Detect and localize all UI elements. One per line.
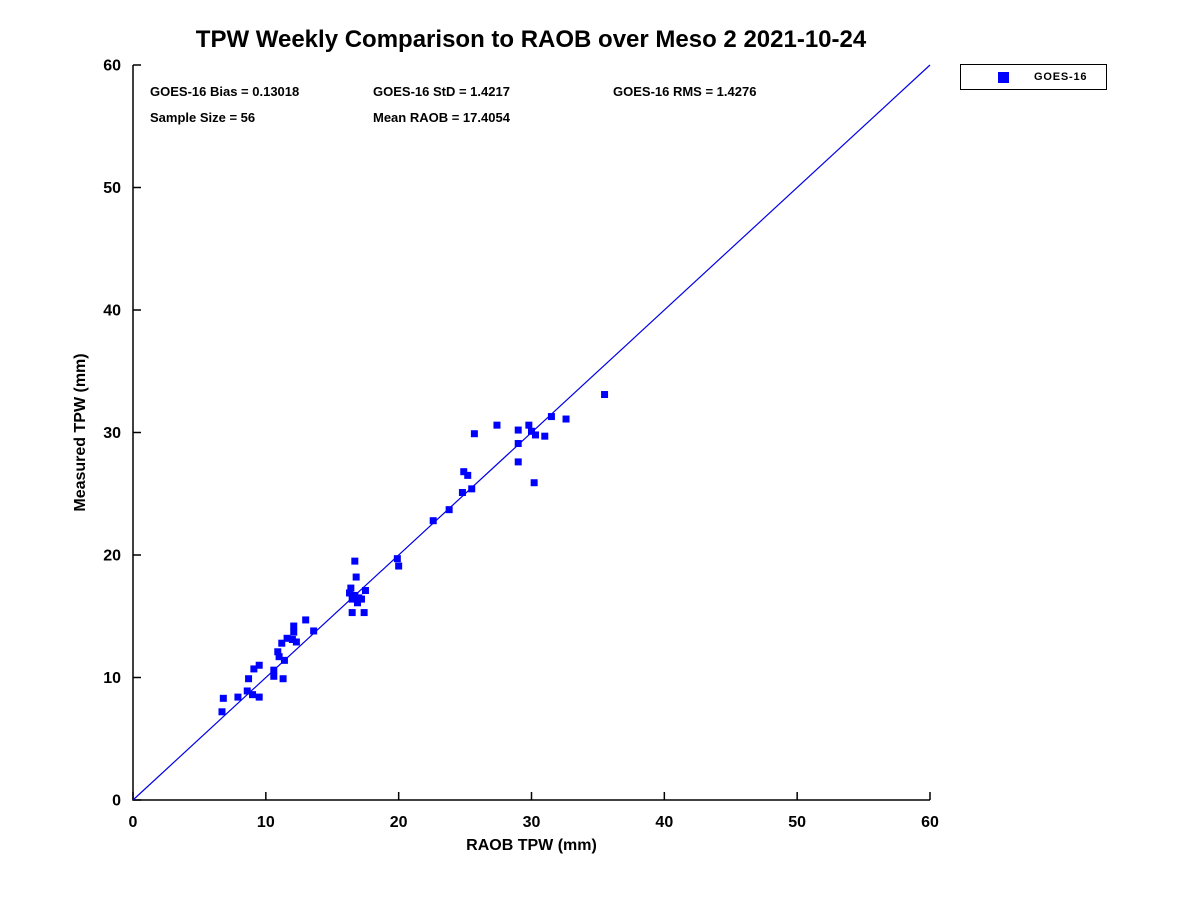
data-point bbox=[270, 666, 278, 674]
x-axis-title: RAOB TPW (mm) bbox=[466, 837, 597, 854]
data-point bbox=[393, 555, 401, 563]
data-point bbox=[351, 591, 359, 599]
data-point bbox=[290, 628, 298, 636]
chart-title: TPW Weekly Comparison to RAOB over Meso … bbox=[195, 26, 867, 53]
legend-label: GOES-16 bbox=[1034, 71, 1088, 83]
stat-mean-raob: Mean RAOB = 17.4054 bbox=[373, 110, 510, 125]
data-point bbox=[274, 648, 282, 656]
legend-marker-square-icon bbox=[998, 71, 1009, 83]
data-point bbox=[278, 639, 286, 647]
data-point bbox=[601, 391, 609, 399]
data-point bbox=[525, 421, 533, 429]
data-point bbox=[547, 413, 555, 421]
data-point bbox=[243, 687, 251, 695]
data-point bbox=[464, 471, 472, 479]
y-axis-title: Measured TPW (mm) bbox=[72, 353, 89, 511]
data-point bbox=[270, 672, 278, 680]
data-point bbox=[348, 595, 356, 603]
data-point bbox=[280, 656, 288, 664]
y-tick-label: 40 bbox=[103, 303, 121, 320]
data-point bbox=[361, 587, 369, 595]
y-tick-label: 10 bbox=[103, 670, 121, 687]
data-point bbox=[245, 675, 253, 683]
data-point bbox=[290, 622, 298, 630]
data-point bbox=[357, 595, 365, 603]
y-tick-label: 50 bbox=[103, 180, 121, 197]
data-point bbox=[470, 430, 478, 438]
data-point bbox=[460, 468, 468, 476]
data-point bbox=[255, 661, 263, 669]
y-tick-label: 0 bbox=[112, 793, 121, 810]
data-point bbox=[445, 506, 453, 514]
data-point bbox=[219, 694, 227, 702]
stat-rms: GOES-16 RMS = 1.4276 bbox=[613, 84, 757, 99]
data-point bbox=[255, 693, 263, 701]
data-point bbox=[395, 562, 403, 570]
data-point bbox=[514, 458, 522, 466]
x-tick-label: 20 bbox=[390, 814, 408, 831]
data-point bbox=[352, 573, 360, 581]
data-point bbox=[275, 653, 283, 661]
data-point bbox=[302, 616, 310, 624]
data-point bbox=[351, 557, 359, 565]
data-point bbox=[348, 609, 356, 617]
data-point bbox=[218, 708, 226, 716]
data-point bbox=[360, 609, 368, 617]
data-point bbox=[562, 415, 570, 423]
data-point bbox=[347, 584, 355, 592]
data-point bbox=[250, 665, 258, 673]
data-point bbox=[514, 426, 522, 434]
stat-sample-size: Sample Size = 56 bbox=[150, 110, 256, 125]
x-tick-label: 40 bbox=[655, 814, 673, 831]
data-point bbox=[468, 485, 476, 493]
data-point bbox=[288, 636, 296, 644]
data-point bbox=[530, 479, 538, 487]
x-tick-label: 50 bbox=[788, 814, 806, 831]
y-tick-label: 20 bbox=[103, 548, 121, 565]
data-point bbox=[531, 431, 539, 439]
legend: GOES-16 bbox=[960, 64, 1107, 90]
data-point bbox=[514, 440, 522, 448]
data-point bbox=[493, 421, 501, 429]
data-point bbox=[310, 627, 318, 635]
data-point bbox=[279, 675, 287, 683]
stat-std: GOES-16 StD = 1.4217 bbox=[373, 84, 510, 99]
x-tick-label: 30 bbox=[523, 814, 541, 831]
data-point bbox=[283, 634, 291, 642]
x-tick-label: 10 bbox=[257, 814, 275, 831]
x-tick-label: 60 bbox=[921, 814, 939, 831]
stat-bias: GOES-16 Bias = 0.13018 bbox=[150, 84, 300, 99]
y-tick-label: 60 bbox=[103, 58, 121, 75]
y-tick-label: 30 bbox=[103, 425, 121, 442]
data-point bbox=[541, 432, 549, 440]
data-point bbox=[234, 693, 242, 701]
data-point bbox=[292, 638, 300, 646]
data-point bbox=[249, 691, 257, 699]
data-point bbox=[458, 489, 466, 497]
data-point bbox=[353, 599, 361, 607]
data-point bbox=[429, 517, 437, 525]
x-tick-label: 0 bbox=[129, 814, 138, 831]
data-point bbox=[346, 589, 354, 597]
data-point bbox=[528, 427, 535, 435]
